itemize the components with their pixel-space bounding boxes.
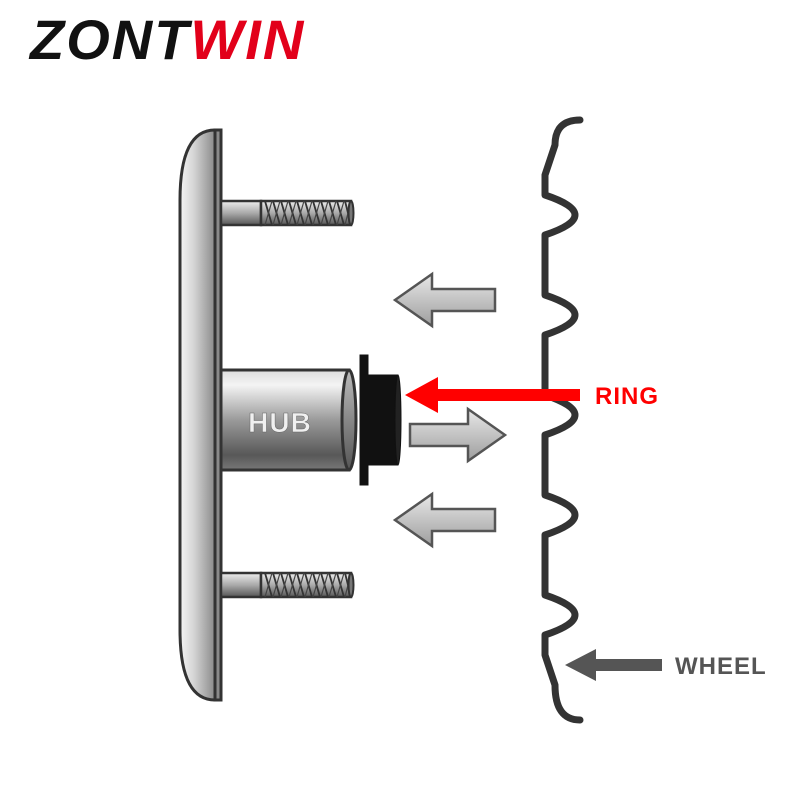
wheel-arrow-icon bbox=[565, 649, 662, 681]
ring-label: RING bbox=[595, 383, 659, 410]
hub-ring-wheel-diagram: HUB RING WHEEL bbox=[0, 0, 800, 800]
bolt-lower bbox=[221, 573, 354, 597]
arrow-upper-icon bbox=[395, 274, 495, 326]
bolt-upper bbox=[221, 201, 354, 225]
wheel-section bbox=[545, 120, 580, 720]
ring-arrow-icon bbox=[405, 377, 580, 413]
centering-ring bbox=[360, 355, 401, 485]
hub-flange bbox=[180, 130, 221, 700]
assembly-arrows bbox=[395, 274, 505, 546]
arrow-mid-icon bbox=[410, 409, 505, 461]
arrow-lower-icon bbox=[395, 494, 495, 546]
wheel-label: WHEEL bbox=[675, 653, 767, 680]
hub-label: HUB bbox=[248, 407, 312, 438]
